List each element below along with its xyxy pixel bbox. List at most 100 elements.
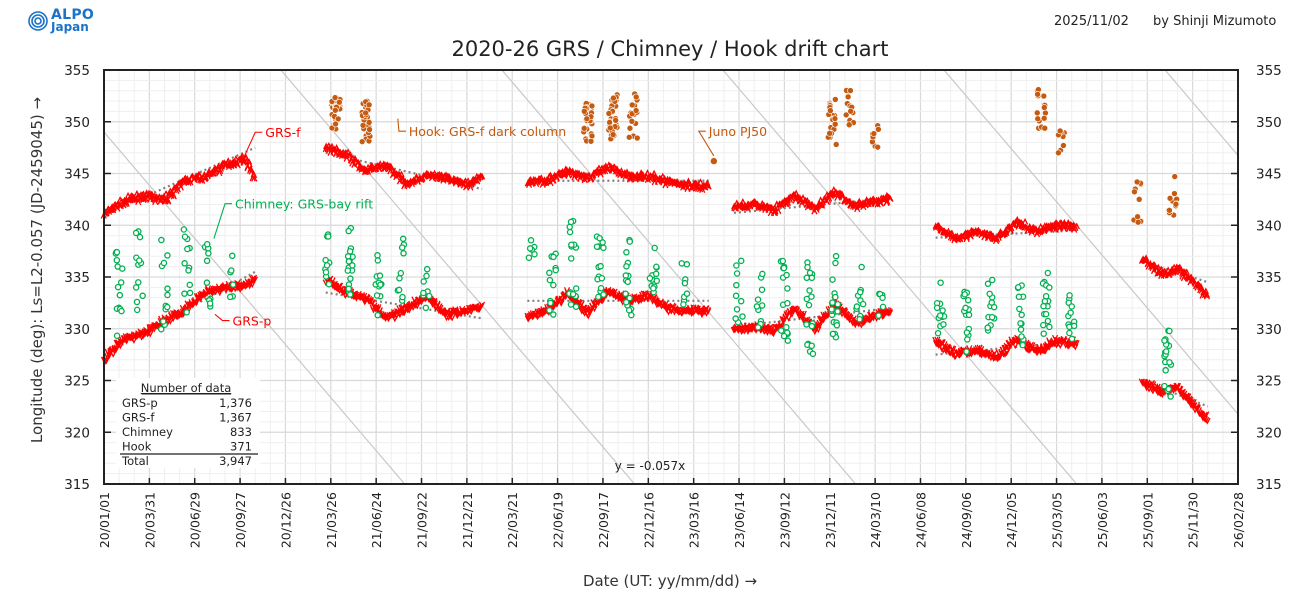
chimney-point xyxy=(986,290,993,298)
chimney-point xyxy=(1162,367,1169,374)
x-tick-label: 20/03/31 xyxy=(142,492,157,548)
chimney-point xyxy=(572,285,580,292)
chimney-point xyxy=(758,302,766,309)
grs-f-point xyxy=(887,195,894,202)
grs-f-point xyxy=(1203,292,1211,300)
legend-row-label: GRS-p xyxy=(122,396,158,410)
chimney-point xyxy=(859,300,867,308)
hook-point xyxy=(633,134,641,142)
chimney-point xyxy=(733,306,741,313)
chimney-point xyxy=(963,348,970,355)
chimney-point xyxy=(678,260,685,267)
chimney-point xyxy=(965,311,973,319)
grs-p-point xyxy=(705,308,712,315)
chimney-point xyxy=(1068,335,1076,343)
grs-f-point xyxy=(250,171,258,179)
chimney-point xyxy=(322,269,330,276)
grs-p-point xyxy=(443,314,450,322)
chimney-point xyxy=(229,281,237,288)
y-tick-label-right: 330 xyxy=(1256,322,1282,338)
annotation-leader xyxy=(214,313,230,322)
y-tick-label-left: 335 xyxy=(64,270,90,286)
grs-f-point xyxy=(823,197,830,205)
grs-p-point xyxy=(138,333,145,341)
chimney-point xyxy=(322,256,329,264)
chimney-point xyxy=(829,299,836,306)
alpo-japan-logo: ALPO Japan xyxy=(28,8,94,33)
chimney-point xyxy=(206,300,214,307)
chimney-point xyxy=(595,293,602,301)
hook-point xyxy=(1041,124,1049,132)
x-axis-label: Date (UT: yy/mm/dd) → xyxy=(583,572,757,590)
chimney-point xyxy=(1015,293,1023,301)
grs-f-point xyxy=(862,201,869,209)
chimney-point xyxy=(118,307,125,315)
chimney-point xyxy=(754,324,762,331)
chimney-point xyxy=(346,291,354,298)
x-tick-label: 24/03/10 xyxy=(868,492,883,548)
x-tick-label: 23/12/11 xyxy=(823,492,838,548)
grs-f-point xyxy=(343,155,350,162)
grs-f-point xyxy=(932,224,940,231)
grs-f-point xyxy=(622,170,629,177)
hook-point xyxy=(587,137,595,145)
hook-point xyxy=(588,102,596,110)
chimney-point xyxy=(803,321,810,328)
grs-f-point xyxy=(972,226,979,234)
chimney-point xyxy=(139,292,146,300)
chimney-point xyxy=(934,329,942,337)
drift-equation: y = -0.057x xyxy=(615,459,686,473)
grs-p-point xyxy=(774,323,781,331)
chimney-point xyxy=(626,238,634,245)
hook-point xyxy=(626,124,634,132)
chimney-point xyxy=(113,332,121,340)
grs-p-point xyxy=(1028,344,1035,352)
chimney-point xyxy=(400,250,407,257)
grs-p-point xyxy=(976,344,983,352)
chimney-point xyxy=(550,253,557,261)
x-tick-label: 20/09/27 xyxy=(233,492,248,548)
hook-point xyxy=(1135,196,1143,203)
chimney-point xyxy=(159,318,167,325)
grs-p-point xyxy=(1044,343,1052,351)
grs-p-point xyxy=(1191,402,1198,410)
chimney-point xyxy=(420,289,427,297)
x-tick-label: 24/06/08 xyxy=(913,492,928,548)
drift-lines xyxy=(104,70,1238,484)
grs-p-point xyxy=(867,311,874,319)
chimney-point xyxy=(183,309,190,316)
x-tick-label: 21/12/21 xyxy=(460,492,475,548)
grs-f-point xyxy=(1197,282,1205,290)
chimney-point xyxy=(653,263,660,271)
hook-point xyxy=(358,138,366,145)
chimney-point xyxy=(117,279,125,286)
chimney-point xyxy=(164,291,171,299)
chimney-point xyxy=(833,322,841,329)
grs-f-point xyxy=(1198,287,1205,294)
legend-row-value: 833 xyxy=(230,425,252,439)
chimney-point xyxy=(116,291,124,299)
chimney-point xyxy=(651,244,658,252)
chimney-point xyxy=(732,315,739,322)
grs-f-point xyxy=(108,206,115,214)
hook-point xyxy=(332,120,339,128)
grs-p-point xyxy=(1040,347,1047,355)
x-tick-label: 20/01/01 xyxy=(97,492,112,548)
grs-f-point xyxy=(132,195,139,203)
grs-p-point xyxy=(1061,337,1068,345)
chimney-point xyxy=(984,324,991,331)
chimney-point xyxy=(566,223,573,231)
hook-point xyxy=(1033,109,1041,117)
hook-point xyxy=(612,117,619,124)
legend-background xyxy=(116,378,260,468)
chimney-point xyxy=(805,301,813,309)
chimney-point xyxy=(984,280,992,288)
chimney-point xyxy=(345,227,352,235)
grs-f-point xyxy=(946,230,954,238)
grs-p-point xyxy=(539,311,546,318)
chimney-point xyxy=(1044,317,1052,325)
chimney-point xyxy=(550,311,557,318)
chimney-point xyxy=(344,253,352,260)
y-tick-label-left: 320 xyxy=(64,425,90,441)
chimney-point xyxy=(204,240,211,248)
